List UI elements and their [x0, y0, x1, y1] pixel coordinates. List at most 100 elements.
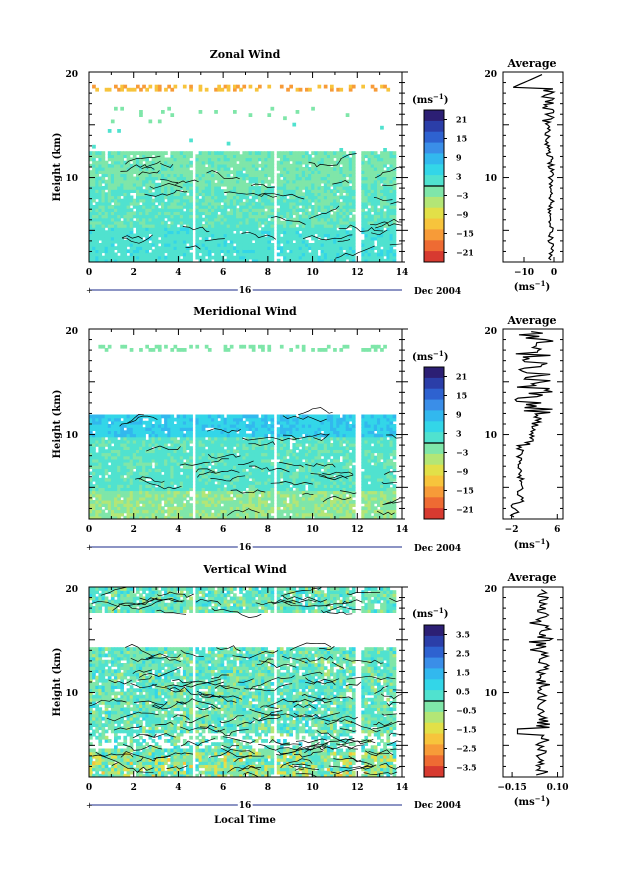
heatmap-cell: [348, 243, 353, 247]
heatmap-cell: [98, 509, 103, 514]
heatmap-cell: [114, 106, 118, 111]
heatmap-cell: [351, 243, 356, 247]
heatmap-cell: [323, 252, 328, 257]
heatmap-cell: [305, 170, 309, 174]
heatmap-cell: [298, 236, 303, 241]
heatmap-cell: [201, 151, 206, 155]
heatmap-cell: [101, 430, 106, 435]
heatmap-cell: [336, 154, 340, 159]
heatmap-cell: [186, 477, 190, 482]
heatmap-cell: [186, 414, 190, 419]
heatmap-cell: [326, 258, 331, 262]
heatmap-cell: [317, 170, 322, 174]
heatmap-cell: [311, 163, 315, 168]
contour-line: [338, 224, 384, 232]
heatmap-cell: [123, 446, 128, 450]
heatmap-cell: [148, 484, 153, 488]
heatmap-cell: [186, 490, 190, 495]
heatmap-cell: [207, 151, 212, 155]
heatmap-cell: [136, 424, 140, 428]
heatmap-cell: [261, 163, 265, 168]
heatmap-cell: [223, 220, 228, 225]
heatmap-cell: [345, 186, 350, 190]
heatmap-cell: [142, 512, 146, 517]
heatmap-cell: [129, 151, 134, 155]
heatmap-cell: [301, 246, 306, 250]
heatmap-cell: [186, 163, 190, 168]
heatmap-cell: [167, 481, 171, 485]
heatmap-cell: [151, 474, 156, 479]
heatmap-cell: [233, 471, 237, 476]
heatmap-cell: [361, 211, 365, 216]
heatmap-cell: [189, 468, 193, 473]
heatmap-cell: [223, 465, 228, 469]
heatmap-cell: [114, 462, 118, 466]
heatmap-cell: [370, 157, 375, 162]
heatmap-cell: [267, 151, 272, 155]
heatmap-cell: [314, 224, 319, 228]
heatmap-cell: [301, 214, 306, 219]
heatmap-cell: [120, 176, 124, 181]
heatmap-cell: [267, 179, 272, 184]
heatmap-cell: [110, 427, 115, 431]
heatmap-cell: [286, 192, 290, 197]
heatmap-cell: [201, 487, 206, 492]
heatmap-cell: [317, 179, 322, 184]
heatmap-cell: [336, 249, 340, 254]
heatmap-cell: [148, 243, 153, 247]
heatmap-cell: [170, 236, 175, 241]
heatmap-cell: [217, 205, 221, 209]
heatmap-cell: [161, 110, 165, 114]
heatmap-cell: [229, 157, 234, 162]
heatmap-cell: [176, 430, 181, 435]
heatmap-cell: [139, 512, 143, 517]
heatmap-cell: [167, 455, 171, 460]
heatmap-cell: [204, 465, 209, 469]
heatmap-cell: [173, 182, 178, 187]
heatmap-cell: [110, 220, 115, 225]
heatmap-cell: [264, 246, 268, 250]
heatmap-cell: [264, 227, 268, 231]
heatmap-cell: [92, 503, 96, 507]
heatmap-cell: [267, 182, 272, 187]
heatmap-cell: [179, 192, 184, 197]
heatmap-cell: [170, 449, 175, 454]
heatmap-cell: [226, 198, 231, 203]
profile-y-tick: 20: [484, 70, 497, 80]
heatmap-cell: [207, 348, 212, 352]
heatmap-cell: [195, 236, 200, 241]
heatmap-cell: [95, 458, 99, 463]
heatmap-cell: [161, 509, 165, 514]
heatmap-cell: [179, 157, 184, 162]
heatmap-cell: [195, 239, 200, 244]
heatmap-cell: [110, 157, 115, 162]
heatmap-cell: [242, 462, 247, 466]
heatmap-cell: [392, 192, 397, 197]
heatmap-cell: [173, 195, 178, 200]
heatmap-cell: [214, 195, 218, 200]
heatmap-cell: [107, 458, 112, 463]
heatmap-cell: [182, 449, 187, 454]
heatmap-cell: [301, 186, 306, 190]
heatmap-cell: [114, 224, 118, 228]
heatmap-cell: [342, 243, 347, 247]
heatmap-cell: [236, 414, 240, 419]
heatmap-cell: [101, 427, 106, 431]
heatmap-cell: [245, 458, 250, 463]
heatmap-cell: [295, 198, 300, 203]
heatmap-cell: [364, 246, 369, 250]
heatmap-cell: [120, 481, 124, 485]
heatmap-cell: [126, 227, 131, 231]
heatmap-cell: [211, 151, 215, 155]
heatmap-cell: [120, 227, 124, 231]
heatmap-cell: [154, 154, 159, 159]
heatmap-cell: [383, 182, 387, 187]
heatmap-cell: [195, 477, 200, 482]
heatmap-cell: [157, 87, 162, 92]
heatmap-cell: [120, 167, 124, 171]
heatmap-cell: [173, 493, 178, 498]
heatmap-cell: [167, 496, 171, 501]
heatmap-cell: [110, 487, 115, 492]
heatmap-cell: [292, 208, 297, 212]
heatmap-cell: [129, 179, 134, 184]
